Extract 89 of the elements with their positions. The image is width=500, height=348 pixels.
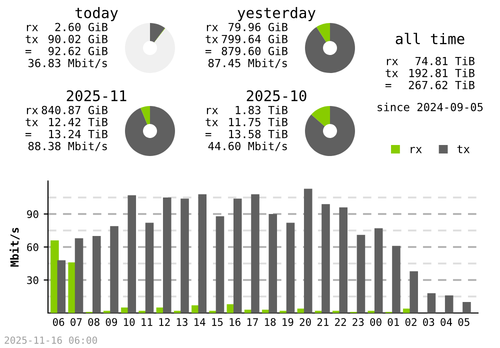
bar <box>410 271 418 313</box>
bar <box>57 260 66 313</box>
bar <box>268 214 278 313</box>
legend-label: tx <box>457 145 470 154</box>
chart-title: today <box>75 6 118 22</box>
bar <box>162 198 172 313</box>
donut-slice <box>154 28 166 42</box>
bar <box>110 226 118 313</box>
donut-slice <box>316 23 330 42</box>
text: rx 74.81 TiB <box>386 56 474 66</box>
text: rx 2.60 GiB <box>26 22 108 32</box>
text: = 92.62 GiB <box>25 46 108 56</box>
x-tick-label: 04 <box>440 318 452 326</box>
donut-slice <box>305 23 355 73</box>
text: 44.60 Mbit/s <box>208 142 287 152</box>
donut-slice <box>125 106 175 156</box>
bar <box>145 222 154 313</box>
donut-slice <box>125 23 175 73</box>
text: 2025-11-16 06:00 <box>4 336 98 344</box>
bar <box>233 198 242 313</box>
y-tick-label: 90 <box>27 210 38 218</box>
bar <box>304 188 312 313</box>
chart-title: yesterday <box>238 6 316 22</box>
y-tick-label: 60 <box>27 243 38 252</box>
text: = 13.58 TiB <box>205 130 288 138</box>
x-tick-label: 17 <box>247 318 258 326</box>
x-tick-label: 08 <box>88 318 100 326</box>
x-tick-label: 13 <box>176 318 188 326</box>
bar <box>251 194 260 313</box>
text: tx 192.81 TiB <box>386 68 474 78</box>
x-tick-label: 16 <box>230 318 240 326</box>
y-tick-label: 30 <box>27 276 38 284</box>
bar <box>339 207 348 313</box>
donut-slice <box>311 106 330 126</box>
legend-label: rx <box>410 146 422 154</box>
x-tick-label: 23 <box>352 318 364 326</box>
x-tick-label: 01 <box>388 318 399 326</box>
text: 88.38 Mbit/s <box>28 142 107 152</box>
bar <box>427 293 436 313</box>
bar <box>216 216 224 313</box>
x-tick-label: 14 <box>194 318 206 326</box>
text: rx 840.87 GiB <box>26 106 108 114</box>
bar <box>462 302 471 313</box>
x-tick-label: 05 <box>458 318 470 326</box>
x-tick-label: 18 <box>265 318 276 326</box>
x-tick-label: 02 <box>405 318 416 326</box>
text: tx 799.64 GiB <box>206 34 288 44</box>
bar <box>322 204 330 313</box>
bar <box>374 228 383 313</box>
y-axis-title: Mbit/s <box>10 228 20 267</box>
text: since 2024-09-05 <box>378 102 483 112</box>
x-tick-label: 20 <box>300 318 311 326</box>
text: = 267.62 TiB <box>385 80 474 90</box>
bar <box>286 222 295 313</box>
text: rx 79.96 GiB <box>206 22 288 32</box>
donut-slice <box>140 106 150 125</box>
bar <box>128 195 136 313</box>
text: all time <box>396 32 464 44</box>
x-tick-label: 22 <box>335 318 346 326</box>
donut-slice <box>305 106 355 156</box>
bar <box>444 295 454 313</box>
text: 87.45 Mbit/s <box>208 58 287 68</box>
bar <box>180 198 189 313</box>
x-tick-label: 11 <box>142 318 152 326</box>
x-tick-label: 19 <box>282 318 294 326</box>
bar <box>392 246 400 313</box>
bar <box>198 194 207 313</box>
chart-title: 2025-10 <box>246 90 306 102</box>
x-tick-label: 12 <box>159 318 170 326</box>
x-tick-label: 21 <box>317 318 328 326</box>
text: = 879.60 GiB <box>205 46 288 56</box>
x-tick-label: 07 <box>70 318 82 326</box>
text: tx 90.02 GiB <box>26 34 108 44</box>
donut-slice <box>150 23 165 42</box>
text: tx 11.75 TiB <box>206 118 288 126</box>
x-tick-label: 00 <box>370 318 382 326</box>
text: = 13.24 TiB <box>25 130 108 138</box>
text: 36.83 Mbit/s <box>28 58 107 68</box>
x-tick-label: 09 <box>106 318 118 326</box>
x-tick-label: 15 <box>212 318 223 326</box>
x-tick-label: 03 <box>423 318 434 326</box>
text: rx 1.83 TiB <box>206 106 288 114</box>
bar <box>356 234 366 313</box>
x-tick-label: 06 <box>52 318 64 326</box>
text: tx 12.42 TiB <box>26 118 108 126</box>
bar <box>74 238 84 313</box>
bar <box>92 236 101 313</box>
chart-title: 2025-11 <box>66 90 126 102</box>
x-tick-label: 10 <box>124 318 135 326</box>
